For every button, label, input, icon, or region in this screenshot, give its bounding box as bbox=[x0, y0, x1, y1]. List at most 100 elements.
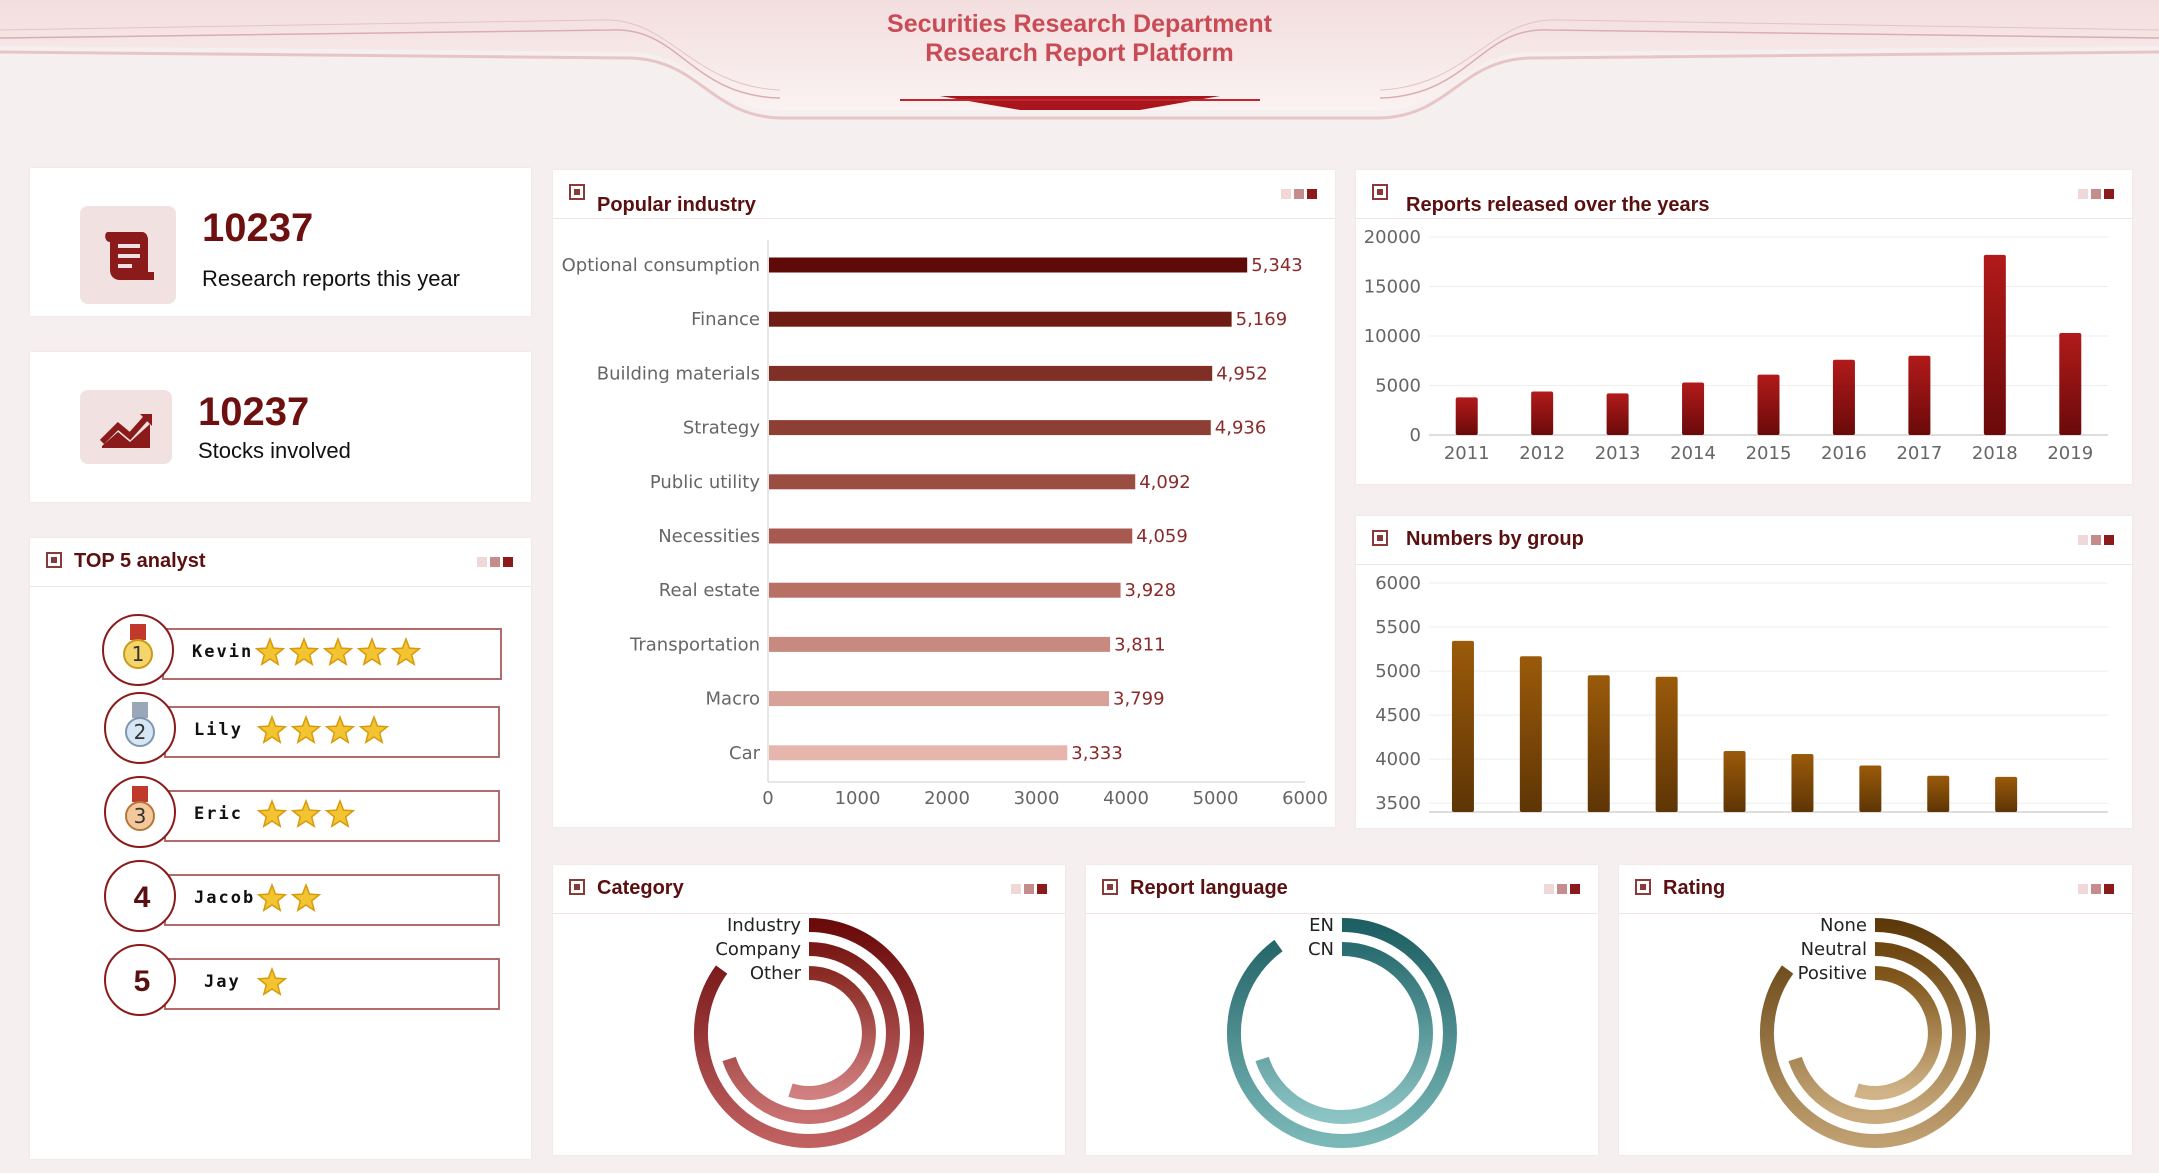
bar bbox=[769, 257, 1248, 273]
star-rating bbox=[256, 966, 288, 996]
bar bbox=[1859, 765, 1882, 812]
category-label: Strategy bbox=[683, 418, 760, 439]
panel-menu-dots[interactable] bbox=[1541, 881, 1580, 894]
star-rating bbox=[256, 798, 356, 828]
category-label: Public utility bbox=[650, 472, 761, 493]
panel-icon bbox=[569, 184, 585, 200]
star-icon bbox=[256, 882, 288, 912]
analyst-row[interactable]: 2 Lily bbox=[104, 692, 564, 772]
analyst-row[interactable]: 3 Eric bbox=[104, 776, 564, 856]
stat-card-reports: 10237 Research reports this year bbox=[30, 168, 531, 316]
analyst-row[interactable]: 1 Kevin bbox=[102, 614, 562, 694]
panel-menu-dots[interactable] bbox=[2075, 186, 2114, 199]
bar bbox=[769, 582, 1121, 598]
panel-icon bbox=[1372, 530, 1388, 546]
panel-icon bbox=[569, 879, 585, 895]
data-label: 4,952 bbox=[1216, 363, 1268, 384]
ring-label: Neutral bbox=[1801, 939, 1867, 960]
panel-icon bbox=[1102, 879, 1118, 895]
bar bbox=[769, 636, 1111, 652]
bar bbox=[1455, 397, 1478, 435]
star-icon bbox=[358, 714, 390, 744]
bronze-medal-icon: 3 bbox=[104, 776, 176, 848]
header-title-line2: Research Report Platform bbox=[925, 39, 1234, 67]
ring-arc bbox=[1854, 966, 1942, 1100]
y-tick-label: 5000 bbox=[1375, 376, 1421, 397]
category-label: Real estate bbox=[659, 580, 760, 601]
bar bbox=[1983, 254, 2006, 435]
x-tick-label: 2000 bbox=[924, 788, 970, 809]
x-tick-label: 2014 bbox=[1670, 443, 1716, 464]
panel-menu-dots[interactable] bbox=[2075, 532, 2114, 545]
panel-title: Category bbox=[597, 877, 684, 899]
panel-menu-dots[interactable] bbox=[474, 554, 513, 567]
analyst-name: Eric bbox=[194, 804, 243, 824]
reports-by-year-panel: Reports released over the years 0 5000 100… bbox=[1356, 170, 2132, 484]
y-tick-label: 6000 bbox=[1375, 573, 1421, 594]
panel-header: Category bbox=[553, 865, 1065, 914]
x-tick-label: 2018 bbox=[1972, 443, 2018, 464]
stat-card-stocks: 10237 Stocks involved bbox=[30, 352, 531, 502]
years-bar-chart: 0 5000 10000 15000 20000 2011 2012 2013 2014 2015… bbox=[1364, 227, 2108, 464]
y-tick-label: 15000 bbox=[1364, 277, 1421, 298]
groups-bar-chart: 3500 4000 4500 5000 5500 6000 bbox=[1375, 573, 2108, 814]
x-tick-label: 4000 bbox=[1103, 788, 1149, 809]
data-label: 4,936 bbox=[1215, 418, 1267, 439]
data-label: 4,092 bbox=[1139, 472, 1191, 493]
x-tick-label: 3000 bbox=[1014, 788, 1060, 809]
star-rating bbox=[256, 882, 322, 912]
x-tick-label: 2019 bbox=[2047, 443, 2093, 464]
analyst-row[interactable]: 4 Jacob bbox=[104, 860, 564, 940]
rating-ring-chart: None Neutral Positive bbox=[1759, 915, 1990, 1148]
star-rating bbox=[256, 714, 390, 744]
stat-label: Stocks involved bbox=[198, 438, 351, 463]
bar bbox=[1531, 391, 1554, 435]
x-tick-label: 2012 bbox=[1519, 443, 1565, 464]
star-icon bbox=[356, 636, 388, 666]
analyst-row[interactable]: 5 Jay bbox=[104, 944, 564, 1024]
category-ring-chart: Industry Company Other bbox=[693, 915, 924, 1148]
x-tick-label: 2015 bbox=[1746, 443, 1792, 464]
ring-arc bbox=[1226, 918, 1457, 1148]
panel-header: Popular industry bbox=[553, 170, 1335, 219]
rank-number: 3 bbox=[134, 804, 147, 828]
rank-circle: 4 bbox=[104, 860, 176, 932]
panel-header: Rating bbox=[1619, 865, 2132, 914]
gold-medal-icon: 1 bbox=[102, 614, 174, 686]
analyst-box bbox=[164, 874, 500, 926]
bar bbox=[769, 311, 1232, 327]
language-ring-chart: EN CN bbox=[1226, 915, 1457, 1148]
panel-menu-dots[interactable] bbox=[1278, 186, 1317, 199]
bar bbox=[1682, 382, 1705, 435]
panel-menu-dots[interactable] bbox=[1008, 881, 1047, 894]
ring-arc bbox=[722, 942, 900, 1124]
bar bbox=[769, 420, 1211, 436]
rank-circle: 5 bbox=[104, 944, 176, 1016]
rank-number: 1 bbox=[132, 642, 145, 666]
ring-label: Industry bbox=[727, 915, 801, 936]
bar bbox=[1995, 776, 2018, 812]
analyst-box bbox=[164, 790, 500, 842]
analyst-name: Jacob bbox=[194, 888, 256, 908]
header-decoration bbox=[0, 0, 2159, 120]
popular-industry-panel: Popular industry Optional consumption 5,3… bbox=[553, 170, 1335, 827]
rank-number: 5 bbox=[133, 965, 151, 998]
x-tick-label: 2011 bbox=[1444, 443, 1490, 464]
panel-menu-dots[interactable] bbox=[2075, 881, 2114, 894]
y-tick-label: 4000 bbox=[1375, 749, 1421, 770]
bar bbox=[2059, 333, 2082, 435]
y-tick-label: 20000 bbox=[1364, 227, 1421, 248]
star-icon bbox=[256, 714, 288, 744]
panel-icon bbox=[1372, 184, 1388, 200]
data-label: 5,343 bbox=[1251, 255, 1303, 276]
panel-title: Numbers by group bbox=[1406, 528, 1584, 550]
rank-number: 4 bbox=[133, 881, 151, 914]
ring-label: CN bbox=[1308, 939, 1334, 960]
category-label: Transportation bbox=[629, 634, 760, 655]
star-icon bbox=[256, 798, 288, 828]
y-tick-label: 5500 bbox=[1375, 617, 1421, 638]
category-label: Car bbox=[729, 743, 761, 764]
bar bbox=[769, 745, 1068, 761]
analyst-box bbox=[164, 958, 500, 1010]
data-label: 3,333 bbox=[1071, 743, 1123, 764]
